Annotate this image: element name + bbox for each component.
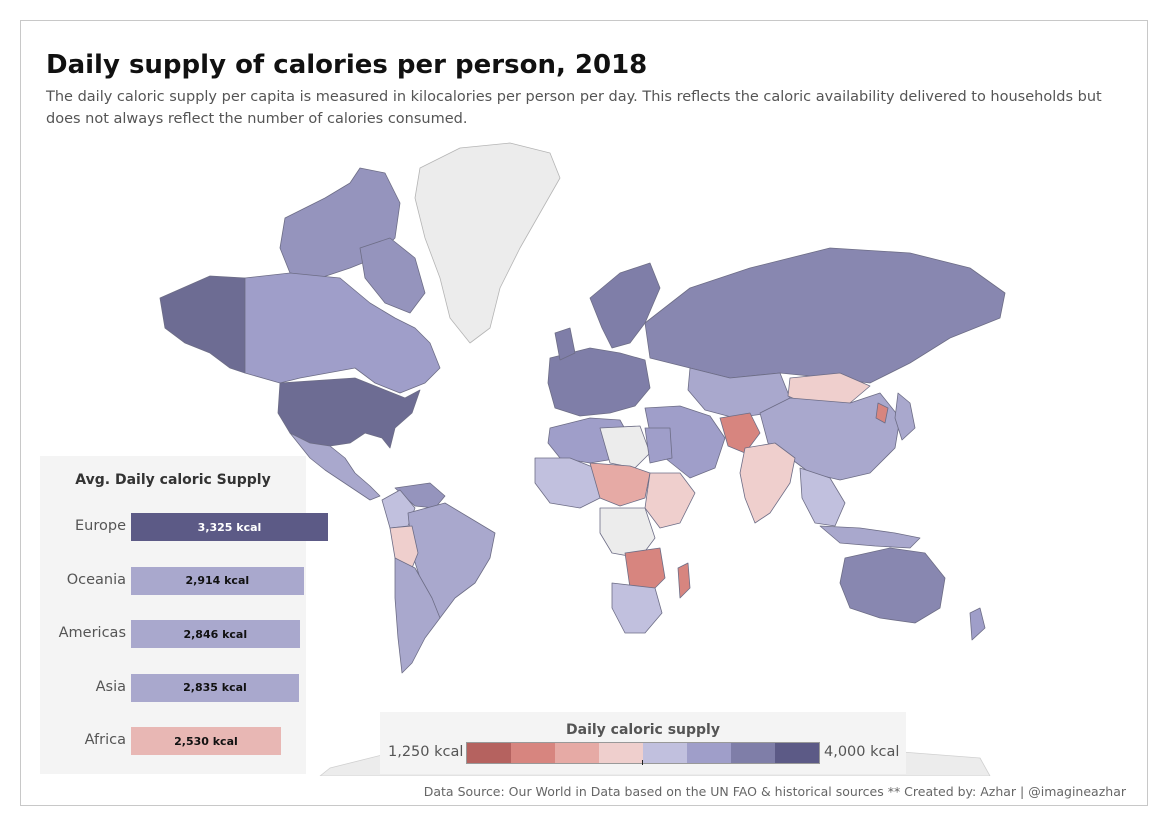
page-subtitle: The daily caloric supply per capita is m… (46, 89, 1102, 127)
color-legend: Daily caloric supply 1,250 kcal 4,000 kc… (380, 712, 906, 774)
bar-value-label: 2,530 kcal (174, 734, 238, 748)
bar-africa[interactable]: 2,530 kcal (131, 727, 281, 755)
bar-panel-title: Avg. Daily caloric Supply (75, 472, 271, 488)
legend-max-label: 4,000 kcal (824, 744, 900, 760)
region-peru-bolivia[interactable] (389, 525, 419, 569)
legend-swatch-2 (511, 743, 555, 763)
region-southeast-asia[interactable] (799, 467, 846, 527)
region-russia[interactable] (644, 247, 1006, 384)
bar-row-americas: Americas 2,846 kcal (40, 620, 306, 648)
region-venezuela[interactable] (394, 482, 446, 509)
region-new-zealand[interactable] (969, 607, 986, 641)
avg-supply-bar-panel: Avg. Daily caloric Supply Europe 3,325 kc… (40, 456, 328, 774)
legend-swatch-3 (555, 743, 599, 763)
region-east-africa[interactable] (644, 472, 696, 529)
bar-category-label: Asia (95, 678, 126, 695)
legend-tick (642, 760, 643, 765)
region-alaska[interactable] (159, 275, 246, 374)
region-madagascar[interactable] (677, 562, 691, 599)
bar-category-label: Americas (58, 625, 126, 641)
bar-asia[interactable]: 2,835 kcal (131, 673, 299, 702)
bar-americas[interactable]: 2,846 kcal (131, 620, 300, 648)
region-afghanistan-pakistan[interactable] (719, 412, 761, 454)
region-japan[interactable] (894, 392, 916, 441)
region-sahel[interactable] (589, 462, 651, 507)
region-argentina-chile[interactable] (394, 557, 441, 674)
data-source-footer: Data Source: Our World in Data based on … (423, 784, 1126, 799)
region-indonesia[interactable] (819, 525, 921, 549)
region-southern-africa-north[interactable] (624, 547, 666, 594)
bar-row-asia: Asia 2,835 kcal (40, 673, 306, 702)
legend-title: Daily caloric supply (566, 722, 720, 738)
region-greenland[interactable] (414, 142, 561, 344)
legend-swatch-1 (467, 743, 511, 763)
region-baffin[interactable] (359, 237, 426, 314)
bar-category-label: Europe (75, 518, 126, 534)
legend-swatch-8 (775, 743, 819, 763)
bar-europe[interactable]: 3,325 kcal (131, 513, 328, 541)
bar-row-europe: Europe 3,325 kcal (40, 513, 328, 541)
legend-swatch-4 (599, 743, 643, 763)
bar-row-africa: Africa 2,530 kcal (40, 727, 306, 755)
region-mexico[interactable] (289, 432, 381, 501)
region-korea[interactable] (875, 402, 889, 424)
region-india[interactable] (739, 442, 796, 524)
legend-swatch-7 (731, 743, 775, 763)
legend-swatch-5 (643, 743, 687, 763)
region-uk[interactable] (554, 327, 576, 361)
bar-value-label: 2,914 kcal (185, 574, 250, 587)
region-australia[interactable] (839, 547, 946, 624)
region-canada[interactable] (244, 272, 441, 394)
legend-min-label: 1,250 kcal (388, 744, 464, 760)
bar-row-oceania: Oceania 2,914 kcal (40, 566, 306, 595)
bar-value-label: 2,835 kcal (183, 681, 247, 694)
bar-value-label: 3,325 kcal (197, 520, 262, 534)
legend-swatch-6 (687, 743, 731, 763)
bar-category-label: Oceania (66, 571, 126, 588)
bar-category-label: Africa (84, 732, 126, 748)
region-egypt[interactable] (644, 427, 673, 464)
bar-oceania[interactable]: 2,914 kcal (131, 566, 304, 595)
region-west-africa[interactable] (534, 457, 601, 509)
region-libya[interactable] (599, 425, 651, 469)
region-southern-africa[interactable] (611, 582, 663, 634)
bar-value-label: 2,846 kcal (183, 627, 248, 641)
legend-color-scale (466, 742, 820, 764)
page-title: Daily supply of calories per person, 201… (46, 50, 648, 80)
region-western-europe[interactable] (547, 347, 651, 417)
